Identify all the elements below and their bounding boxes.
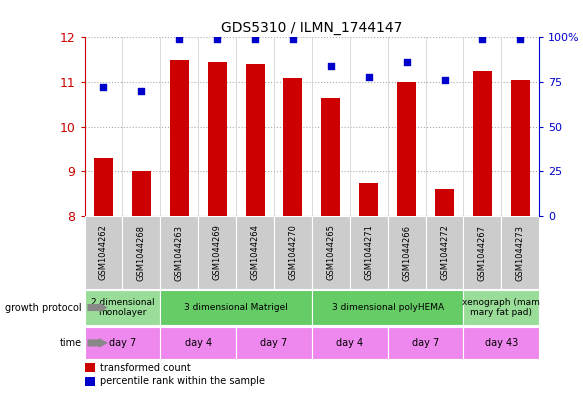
- Bar: [511, 80, 530, 216]
- Point: [136, 88, 146, 94]
- Text: GSM1044264: GSM1044264: [251, 224, 259, 281]
- Bar: [85, 362, 94, 372]
- Bar: [160, 290, 312, 325]
- Bar: [463, 290, 539, 325]
- Bar: [160, 216, 198, 289]
- Bar: [94, 158, 113, 216]
- Text: xenograph (mam
mary fat pad): xenograph (mam mary fat pad): [462, 298, 540, 317]
- Text: day 7: day 7: [109, 338, 136, 348]
- Text: day 4: day 4: [336, 338, 363, 348]
- Bar: [85, 376, 94, 386]
- Bar: [236, 327, 312, 359]
- Bar: [473, 71, 492, 216]
- Text: GSM1044271: GSM1044271: [364, 224, 373, 281]
- Text: growth protocol: growth protocol: [5, 303, 82, 312]
- Bar: [388, 327, 463, 359]
- Bar: [435, 189, 454, 216]
- Point: [440, 77, 449, 83]
- Bar: [122, 216, 160, 289]
- Text: time: time: [59, 338, 82, 348]
- Bar: [132, 171, 151, 216]
- Text: 2 dimensional
monolayer: 2 dimensional monolayer: [90, 298, 154, 317]
- Bar: [321, 98, 340, 216]
- Bar: [170, 60, 189, 216]
- Point: [515, 36, 525, 42]
- Point: [326, 63, 335, 69]
- Bar: [312, 216, 350, 289]
- Bar: [85, 216, 122, 289]
- Bar: [85, 327, 160, 359]
- Text: GSM1044266: GSM1044266: [402, 224, 411, 281]
- Point: [250, 36, 259, 42]
- Bar: [312, 327, 388, 359]
- Bar: [359, 183, 378, 216]
- Text: GSM1044269: GSM1044269: [213, 224, 222, 281]
- Bar: [463, 327, 539, 359]
- Bar: [208, 62, 227, 216]
- Bar: [274, 216, 312, 289]
- Bar: [245, 64, 265, 216]
- Bar: [501, 216, 539, 289]
- Point: [174, 36, 184, 42]
- Text: GSM1044265: GSM1044265: [326, 224, 335, 281]
- Text: 3 dimensional Matrigel: 3 dimensional Matrigel: [184, 303, 288, 312]
- Text: GSM1044263: GSM1044263: [175, 224, 184, 281]
- Text: GSM1044268: GSM1044268: [137, 224, 146, 281]
- Text: 3 dimensional polyHEMA: 3 dimensional polyHEMA: [332, 303, 444, 312]
- Text: GSM1044267: GSM1044267: [478, 224, 487, 281]
- Text: day 43: day 43: [484, 338, 518, 348]
- Title: GDS5310 / ILMN_1744147: GDS5310 / ILMN_1744147: [221, 21, 403, 35]
- Bar: [397, 82, 416, 216]
- Bar: [236, 216, 274, 289]
- Text: transformed count: transformed count: [100, 363, 191, 373]
- Bar: [463, 216, 501, 289]
- Text: day 7: day 7: [412, 338, 439, 348]
- Text: GSM1044272: GSM1044272: [440, 224, 449, 281]
- Point: [99, 84, 108, 90]
- Bar: [160, 327, 236, 359]
- Text: day 7: day 7: [261, 338, 287, 348]
- Text: day 4: day 4: [185, 338, 212, 348]
- Bar: [388, 216, 426, 289]
- Point: [288, 36, 297, 42]
- Bar: [283, 77, 303, 216]
- Text: percentile rank within the sample: percentile rank within the sample: [100, 376, 265, 386]
- Text: GSM1044270: GSM1044270: [289, 224, 297, 281]
- Text: GSM1044273: GSM1044273: [516, 224, 525, 281]
- Bar: [426, 216, 463, 289]
- Point: [364, 73, 373, 80]
- Point: [477, 36, 487, 42]
- Bar: [85, 290, 160, 325]
- Point: [402, 59, 411, 66]
- Text: GSM1044262: GSM1044262: [99, 224, 108, 281]
- Bar: [350, 216, 388, 289]
- Point: [212, 36, 222, 42]
- Bar: [198, 216, 236, 289]
- Bar: [312, 290, 463, 325]
